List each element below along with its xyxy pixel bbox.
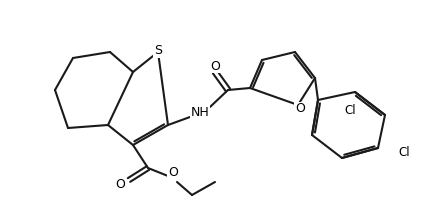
- Text: NH: NH: [191, 105, 209, 119]
- Text: O: O: [295, 103, 305, 115]
- Text: Cl: Cl: [398, 146, 410, 160]
- Text: S: S: [154, 45, 162, 57]
- Text: O: O: [115, 178, 125, 192]
- Text: Cl: Cl: [344, 104, 356, 116]
- Text: O: O: [168, 166, 178, 180]
- Text: O: O: [210, 59, 220, 73]
